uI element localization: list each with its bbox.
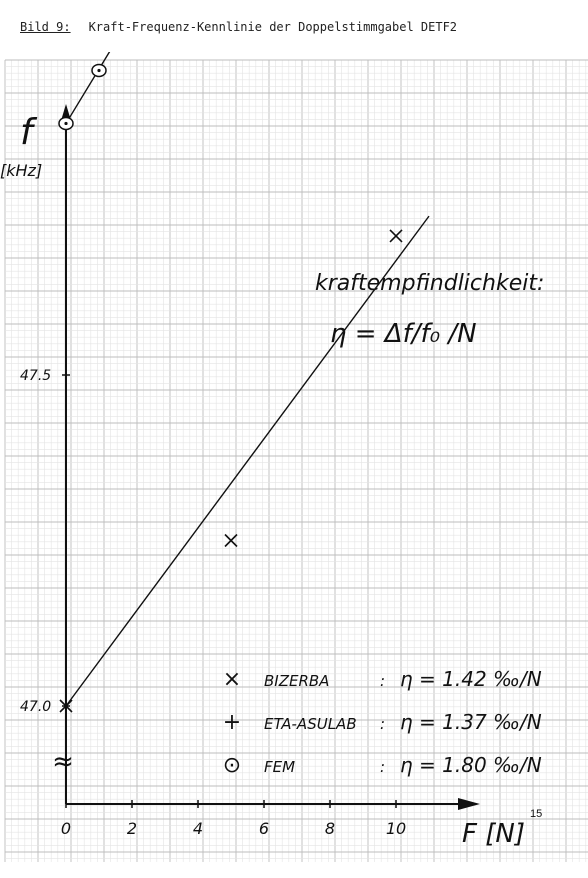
x-tick-label: 2 [127, 819, 137, 838]
legend-name: ETA-ASULAB [264, 715, 357, 733]
x-tick-label: 0 [61, 819, 71, 838]
x-tick-label: 4 [193, 819, 203, 838]
data-point-bizerba [224, 533, 238, 548]
fit-line-bizerba [65, 215, 430, 707]
data-point-fem [91, 63, 107, 78]
figure-title: Kraft-Frequenz-Kennlinie der Doppelstimm… [88, 20, 458, 34]
y-axis-break: ≈ [52, 747, 74, 777]
legend-separator: : [380, 672, 385, 690]
y-tick-label: 47.0 [20, 699, 51, 715]
legend-name: FEM [264, 758, 295, 776]
legend-name: BIZERBA [264, 672, 329, 690]
legend-value: η = 1.42 ‰/N [400, 667, 542, 691]
legend-separator: : [380, 715, 385, 733]
data-point-bizerba [59, 699, 73, 713]
figure-caption: Bild 9: Kraft-Frequenz-Kennlinie der Dopp… [20, 20, 457, 34]
annotation-formula: η = Δf/f₀ /N [330, 319, 477, 349]
x-axis-arrow [458, 798, 480, 810]
legend-symbol: ⊙ [223, 753, 241, 778]
legend-symbol: + [223, 710, 241, 735]
y-axis-unit: [kHz] [0, 161, 42, 180]
grid [4, 59, 588, 862]
page-number: 15 [530, 808, 543, 820]
annotation-title: kraftempfindlichkeit: [315, 271, 544, 296]
legend-value: η = 1.37 ‰/N [400, 710, 542, 734]
x-tick-label: 10 [386, 819, 406, 838]
legend-separator: : [380, 758, 385, 776]
x-tick-label: 8 [325, 819, 335, 838]
axes [60, 104, 480, 810]
figure-label: Bild 9: [20, 20, 71, 34]
legend-value: η = 1.80 ‰/N [400, 753, 542, 777]
legend-symbol: × [223, 667, 241, 692]
y-tick-label: 47.5 [20, 368, 51, 384]
y-tick-label: 48.0 [20, 52, 51, 53]
data-point-bizerba [389, 229, 403, 243]
x-axis-label: F [N] [462, 819, 525, 849]
x-tick-label: 6 [259, 819, 269, 838]
series-layer [58, 52, 430, 713]
data-point-fem [58, 116, 74, 131]
